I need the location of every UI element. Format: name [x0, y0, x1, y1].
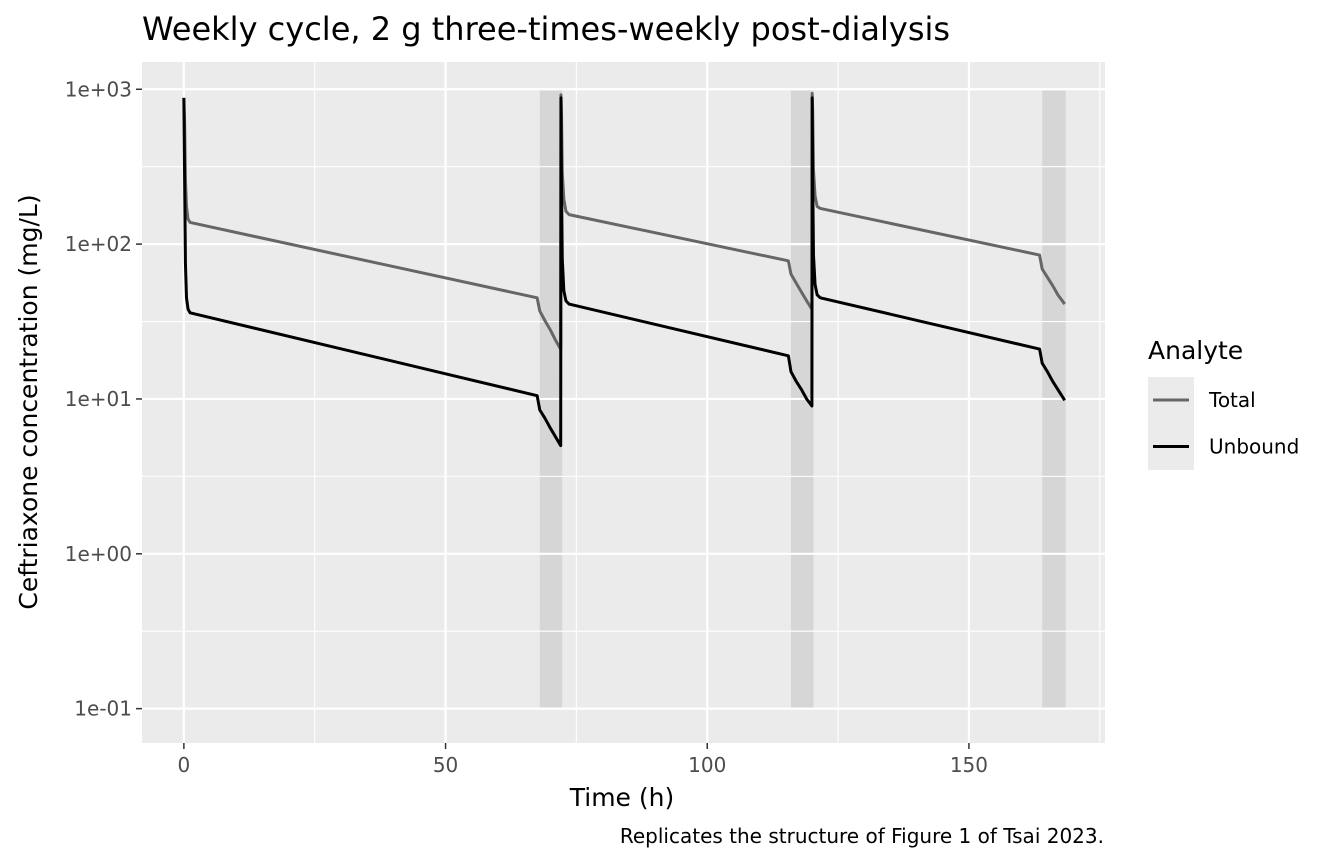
- y-tick-label: 1e+03: [65, 77, 132, 101]
- series-lines: [182, 91, 1066, 448]
- y-tick-label: 1e+02: [65, 232, 132, 256]
- x-tick-label: 150: [950, 753, 988, 777]
- legend: Analyte Total Unbound: [1148, 336, 1299, 470]
- chart-title: Weekly cycle, 2 g three-times-weekly pos…: [142, 10, 950, 48]
- y-tick-label: 1e+01: [65, 387, 132, 411]
- axes: 0 50 100 150 1e-01 1e+00 1e+01 1e+02 1e+03: [65, 77, 988, 777]
- x-tick-label: 100: [688, 753, 726, 777]
- y-tick-label: 1e-01: [74, 697, 132, 721]
- series-line-unbound: [182, 96, 1066, 448]
- x-tick-label: 50: [433, 753, 458, 777]
- x-axis-title: Time (h): [569, 783, 674, 812]
- legend-label-unbound: Unbound: [1209, 435, 1299, 459]
- series-line-total: [182, 91, 1066, 351]
- grid-lines: [142, 62, 1105, 743]
- chart-caption: Replicates the structure of Figure 1 of …: [620, 824, 1104, 848]
- plot-panel: [142, 62, 1105, 743]
- legend-label-total: Total: [1208, 388, 1256, 412]
- legend-title: Analyte: [1148, 336, 1243, 365]
- x-tick-label: 0: [178, 753, 191, 777]
- y-tick-label: 1e+00: [65, 542, 132, 566]
- y-axis-title: Ceftriaxone concentration (mg/L): [14, 194, 43, 609]
